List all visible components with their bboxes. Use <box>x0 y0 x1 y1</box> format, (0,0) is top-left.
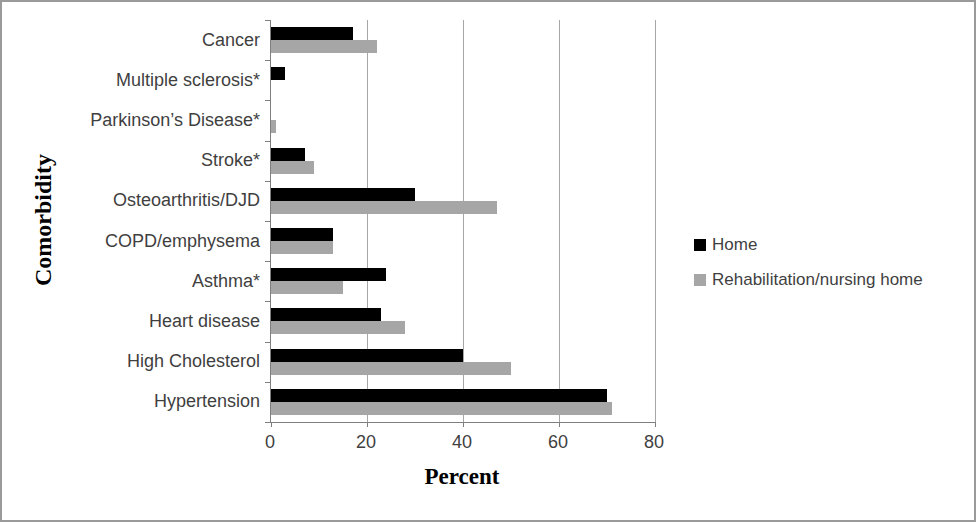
bar-rehab-9 <box>271 402 612 415</box>
category-label-2: Parkinson’s Disease* <box>2 100 260 140</box>
y-axis-tick <box>265 221 271 222</box>
bar-rehab-2 <box>271 120 276 133</box>
bar-rehab-8 <box>271 362 511 375</box>
legend-label-home: Home <box>712 235 757 255</box>
bar-home-0 <box>271 27 353 40</box>
legend-label-rehab: Rehabilitation/nursing home <box>712 270 923 290</box>
legend: Home Rehabilitation/nursing home <box>694 235 923 290</box>
bar-rehab-7 <box>271 321 405 334</box>
bar-home-9 <box>271 389 607 402</box>
bar-home-8 <box>271 349 463 362</box>
bar-home-4 <box>271 188 415 201</box>
bar-rehab-6 <box>271 281 343 294</box>
category-label-9: Hypertension <box>2 382 260 422</box>
x-tick-label-60: 60 <box>534 432 582 453</box>
bar-home-1 <box>271 67 285 80</box>
y-axis-tick <box>265 261 271 262</box>
bar-rehab-0 <box>271 40 377 53</box>
y-axis-tick <box>265 100 271 101</box>
category-label-3: Stroke* <box>2 141 260 181</box>
x-tick-label-80: 80 <box>630 432 678 453</box>
gridline-80 <box>655 20 656 422</box>
x-axis-tick-40 <box>463 422 464 427</box>
bar-home-3 <box>271 148 305 161</box>
y-axis-tick <box>265 60 271 61</box>
x-tick-label-20: 20 <box>342 432 390 453</box>
category-label-8: High Cholesterol <box>2 342 260 382</box>
category-label-7: Heart disease <box>2 301 260 341</box>
chart-frame: Comorbidity CancerMultiple sclerosis*Par… <box>0 0 976 522</box>
x-axis-tick-60 <box>559 422 560 427</box>
y-axis-tick <box>265 382 271 383</box>
y-axis-tick <box>265 20 271 21</box>
legend-swatch-rehab <box>694 274 706 286</box>
category-label-5: COPD/emphysema <box>2 221 260 261</box>
legend-swatch-home <box>694 239 706 251</box>
category-label-6: Asthma* <box>2 261 260 301</box>
x-tick-label-40: 40 <box>438 432 486 453</box>
bar-rehab-5 <box>271 241 333 254</box>
bar-home-7 <box>271 308 381 321</box>
x-tick-label-0: 0 <box>246 432 294 453</box>
y-axis-tick <box>265 181 271 182</box>
y-axis-tick <box>265 342 271 343</box>
category-label-4: Osteoarthritis/DJD <box>2 181 260 221</box>
bar-rehab-4 <box>271 201 497 214</box>
x-axis-tick-80 <box>655 422 656 427</box>
y-axis-tick <box>265 141 271 142</box>
bar-rehab-3 <box>271 161 314 174</box>
bar-home-6 <box>271 268 386 281</box>
x-axis-tick-0 <box>271 422 272 427</box>
legend-item-rehab: Rehabilitation/nursing home <box>694 270 923 290</box>
gridline-60 <box>559 20 560 422</box>
legend-item-home: Home <box>694 235 923 255</box>
x-axis-tick-20 <box>367 422 368 427</box>
bar-home-5 <box>271 228 333 241</box>
category-label-1: Multiple sclerosis* <box>2 60 260 100</box>
x-axis-title: Percent <box>270 464 654 490</box>
plot-area <box>270 20 655 423</box>
y-axis-tick <box>265 301 271 302</box>
category-label-0: Cancer <box>2 20 260 60</box>
